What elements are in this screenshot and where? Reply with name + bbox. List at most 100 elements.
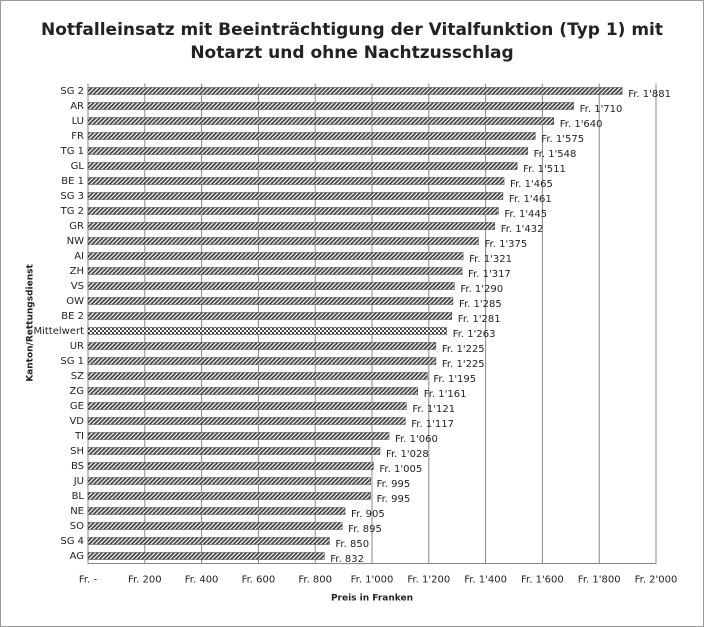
y-tick-label: BS [71, 461, 84, 472]
y-tick-label: BL [72, 491, 85, 502]
value-label: Fr. 1'317 [468, 269, 511, 280]
value-label: Fr. 1'263 [453, 329, 496, 340]
value-label: Fr. 1'121 [412, 404, 455, 415]
value-label: Fr. 1'548 [534, 149, 577, 160]
y-tick-label: TG 1 [60, 146, 84, 157]
value-label: Fr. 1'511 [523, 164, 566, 175]
y-tick-label: OW [66, 296, 84, 307]
y-tick-label: JU [73, 476, 84, 487]
bar [87, 537, 330, 545]
value-label: Fr. 1'710 [580, 104, 623, 115]
value-label: Fr. 1'161 [424, 389, 467, 400]
bar [87, 192, 504, 200]
y-tick-label: AR [70, 101, 84, 112]
y-tick-label: GE [70, 401, 84, 412]
bar [87, 432, 390, 440]
y-tick-label: AG [70, 551, 84, 562]
bar [87, 477, 371, 485]
value-label: Fr. 1'028 [386, 449, 429, 460]
y-tick-label: UR [70, 341, 84, 352]
bar [87, 372, 428, 380]
x-tick-label: Fr. 800 [298, 575, 332, 586]
value-label: Fr. 895 [348, 524, 382, 535]
value-label: Fr. 1'375 [485, 239, 528, 250]
x-tick-label: Fr. 400 [185, 575, 219, 586]
bar [87, 117, 555, 125]
bar [87, 462, 374, 470]
bar [87, 147, 528, 155]
y-tick-label: BE 1 [61, 176, 84, 187]
value-label: Fr. 1'575 [541, 134, 584, 145]
bar [87, 207, 499, 215]
y-tick-label: VD [69, 416, 84, 427]
x-tick-label: Fr. 1'800 [578, 575, 621, 586]
bar [87, 357, 437, 365]
y-tick-label: ZG [69, 386, 84, 397]
value-label: Fr. 1'281 [458, 314, 501, 325]
y-tick-label: GR [69, 221, 84, 232]
y-tick-label: NE [70, 506, 84, 517]
value-label: Fr. 995 [377, 479, 411, 490]
bar [87, 492, 371, 500]
x-tick-label: Fr. 1'000 [351, 575, 394, 586]
y-tick-label: SO [70, 521, 84, 532]
value-label: Fr. 1'445 [504, 209, 547, 220]
bar [87, 177, 505, 185]
y-tick-label: TI [74, 431, 84, 442]
bar [87, 162, 518, 170]
value-label: Fr. 1'225 [442, 344, 485, 355]
y-tick-label: ZH [70, 266, 84, 277]
bar [87, 507, 346, 515]
chart-title: Notarzt und ohne Nachtzusschlag [190, 43, 513, 63]
y-tick-label: BE 2 [61, 311, 84, 322]
bar [87, 312, 453, 320]
y-tick-label: SG 3 [60, 191, 84, 202]
value-label: Fr. 1'465 [510, 179, 553, 190]
y-tick-label: SG 1 [60, 356, 84, 367]
bar [87, 342, 437, 350]
x-tick-label: Fr. 1'400 [464, 575, 507, 586]
x-tick-label: Fr. 600 [242, 575, 276, 586]
value-label: Fr. 1'285 [459, 299, 502, 310]
y-tick-label: AI [74, 251, 84, 262]
y-tick-label: LU [72, 116, 84, 127]
value-label: Fr. 1'117 [411, 419, 454, 430]
y-tick-label: NW [67, 236, 84, 247]
y-tick-label: SG 4 [60, 536, 84, 547]
bar [87, 387, 418, 395]
bar [87, 297, 454, 305]
value-label: Fr. 1'881 [628, 89, 671, 100]
bar [87, 267, 463, 275]
value-label: Fr. 1'290 [460, 284, 503, 295]
x-tick-label: Fr. - [79, 575, 98, 586]
y-tick-label: FR [71, 131, 84, 142]
value-label: Fr. 850 [335, 539, 369, 550]
value-label: Fr. 1'225 [442, 359, 485, 370]
bar [87, 102, 574, 110]
value-label: Fr. 832 [330, 554, 364, 565]
y-tick-label: SG 2 [60, 86, 84, 97]
bar [87, 237, 479, 245]
value-label: Fr. 905 [351, 509, 385, 520]
x-tick-label: Fr. 2'000 [635, 575, 678, 586]
bar [87, 222, 495, 230]
bar [87, 132, 536, 140]
x-axis-title: Preis in Franken [331, 594, 413, 604]
x-tick-label: Fr. 200 [128, 575, 162, 586]
bar [87, 552, 325, 560]
x-tick-label: Fr. 1'600 [521, 575, 564, 586]
bar [87, 522, 343, 530]
bar [87, 87, 623, 95]
value-label: Fr. 1'060 [395, 434, 438, 445]
bar [87, 402, 407, 410]
value-label: Fr. 1'321 [469, 254, 512, 265]
bar [87, 447, 381, 455]
y-tick-label: TG 2 [60, 206, 84, 217]
value-label: Fr. 1'005 [379, 464, 422, 475]
chart-title: Notfalleinsatz mit Beeinträchtigung der … [41, 20, 663, 40]
value-label: Fr. 995 [377, 494, 411, 505]
x-tick-label: Fr. 1'200 [407, 575, 450, 586]
y-tick-label: Mittelwert [33, 326, 84, 337]
y-tick-label: VS [71, 281, 84, 292]
